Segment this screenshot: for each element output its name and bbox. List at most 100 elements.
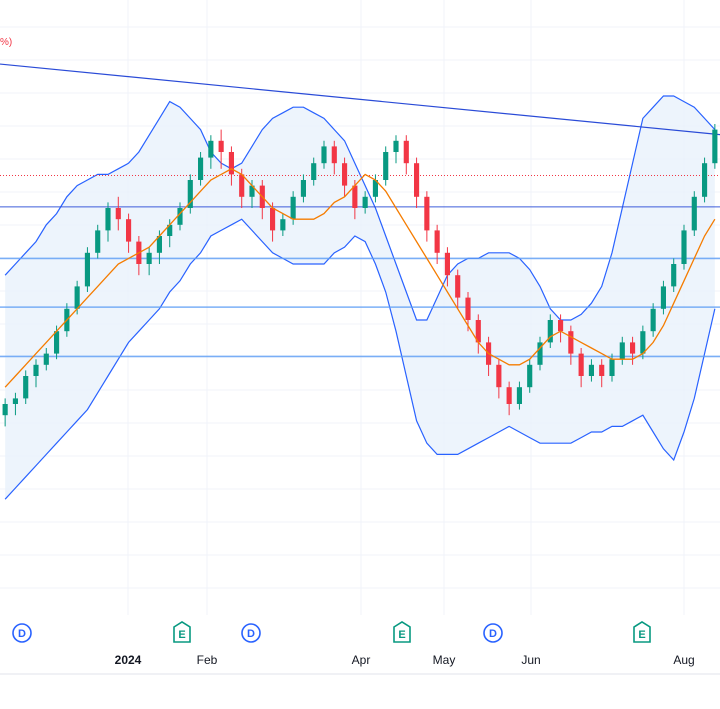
dividend-marker-letter: D — [247, 628, 255, 640]
candle-body — [702, 163, 708, 197]
candle-body — [681, 230, 687, 264]
candle-up[interactable] — [527, 359, 533, 393]
candle-body — [187, 180, 193, 208]
candle-body — [619, 342, 625, 360]
dividend-marker-circle — [12, 623, 32, 643]
candle-up[interactable] — [712, 124, 718, 169]
earnings-marker[interactable]: E — [393, 621, 411, 643]
candle-down[interactable] — [115, 196, 121, 231]
candle-up[interactable] — [208, 135, 214, 169]
candle-up[interactable] — [300, 174, 306, 203]
candle-down[interactable] — [568, 325, 574, 365]
candle-down[interactable] — [434, 224, 440, 264]
candle-down[interactable] — [475, 314, 481, 354]
candle-up[interactable] — [691, 191, 697, 236]
candle-up[interactable] — [84, 247, 90, 292]
candle-down[interactable] — [444, 247, 450, 287]
candle-down[interactable] — [331, 140, 337, 175]
candle-down[interactable] — [455, 269, 461, 309]
candle-up[interactable] — [43, 348, 49, 371]
candle-up[interactable] — [609, 353, 615, 382]
candle-up[interactable] — [702, 157, 708, 203]
candle-up[interactable] — [187, 174, 193, 214]
candle-body — [403, 140, 409, 164]
candle-up[interactable] — [588, 359, 594, 382]
candle-down[interactable] — [424, 191, 430, 242]
earnings-marker-letter: E — [638, 629, 645, 641]
candle-up[interactable] — [2, 398, 8, 427]
candle-down[interactable] — [342, 157, 348, 197]
candle-up[interactable] — [547, 314, 553, 348]
upper-band-line — [4, 95, 716, 321]
candle-up[interactable] — [362, 191, 368, 214]
candle-up[interactable] — [650, 303, 656, 337]
descending-trendline[interactable] — [0, 63, 720, 136]
candle-up[interactable] — [660, 280, 666, 315]
candle-body — [465, 297, 471, 320]
candle-body — [547, 320, 553, 343]
candle-body — [311, 163, 317, 180]
candle-down[interactable] — [578, 348, 584, 388]
candle-down[interactable] — [270, 202, 276, 242]
dividend-marker[interactable]: D — [483, 623, 503, 643]
candle-up[interactable] — [198, 152, 204, 186]
x-tick-label: Aug — [673, 653, 694, 667]
dividend-marker[interactable]: D — [241, 623, 261, 643]
earnings-marker-shape — [393, 621, 411, 643]
candle-up[interactable] — [383, 146, 389, 186]
earnings-marker-shape — [633, 621, 651, 643]
earnings-marker[interactable]: E — [173, 621, 191, 643]
dividend-marker-letter: D — [18, 628, 26, 640]
candle-down[interactable] — [228, 146, 234, 186]
candle-up[interactable] — [619, 336, 625, 365]
event-markers[interactable]: D D DE E E — [12, 621, 651, 643]
candle-body — [208, 140, 214, 158]
candle-down[interactable] — [496, 359, 502, 399]
candle-down[interactable] — [403, 135, 409, 175]
earnings-marker-shape — [173, 621, 191, 643]
candle-down[interactable] — [414, 157, 420, 208]
candle-body — [537, 342, 543, 365]
dividend-marker[interactable]: D — [12, 623, 32, 643]
candle-up[interactable] — [12, 392, 18, 416]
candle-down[interactable] — [599, 359, 605, 388]
candle-up[interactable] — [95, 224, 101, 259]
candle-up[interactable] — [311, 157, 317, 186]
candle-up[interactable] — [681, 224, 687, 270]
candle-up[interactable] — [23, 370, 29, 404]
candle-body — [126, 219, 132, 242]
candle-up[interactable] — [105, 202, 111, 242]
dividend-marker-circle — [241, 623, 261, 643]
earnings-marker[interactable]: E — [633, 621, 651, 643]
band-fill — [5, 96, 715, 500]
candle-up[interactable] — [33, 359, 39, 388]
candle-up[interactable] — [537, 336, 543, 371]
candle-body — [156, 236, 162, 253]
candle-body — [280, 219, 286, 231]
candle-up[interactable] — [280, 213, 286, 236]
candle-down[interactable] — [558, 314, 564, 343]
candle-down[interactable] — [126, 213, 132, 253]
candle-up[interactable] — [146, 247, 152, 276]
lower-band-line — [4, 218, 716, 500]
candle-down[interactable] — [630, 336, 636, 365]
candle-up[interactable] — [516, 381, 522, 410]
candle-up[interactable] — [671, 258, 677, 292]
candle-body — [54, 331, 60, 354]
bollinger-bands — [4, 95, 716, 500]
candle-down[interactable] — [218, 129, 224, 169]
sma-line — [4, 168, 716, 388]
candle-body — [712, 129, 718, 164]
candle-body — [444, 252, 450, 276]
candle-up[interactable] — [393, 135, 399, 164]
candle-body — [568, 331, 574, 354]
candle-body — [321, 146, 327, 164]
candle-up[interactable] — [177, 202, 183, 231]
candle-up[interactable] — [321, 140, 327, 169]
candle-body — [362, 196, 368, 208]
candle-body — [198, 157, 204, 180]
candle-up[interactable] — [372, 174, 378, 203]
candle-down[interactable] — [506, 381, 512, 416]
